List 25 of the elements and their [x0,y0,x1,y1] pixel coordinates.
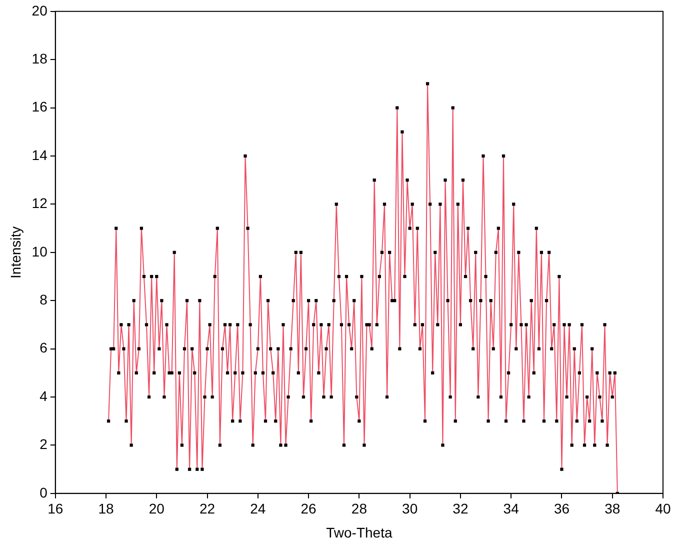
y-tick-label: 16 [32,98,48,115]
x-tick-label: 20 [148,500,165,517]
x-tick-label: 26 [300,500,317,517]
y-axis-title: Intensity [7,226,24,278]
x-tick-label: 30 [402,500,418,517]
x-tick-label: 34 [503,500,520,517]
x-axis-title: Two-Theta [326,524,392,540]
y-tick-label: 4 [40,388,48,404]
x-tick-label: 18 [98,500,114,517]
y-tick-label: 2 [40,436,48,452]
y-tick-label: 12 [32,195,48,212]
x-tick-label: 40 [655,500,671,517]
y-tick-label: 0 [40,484,48,500]
y-tick-label: 6 [40,340,48,356]
x-tick-label: 28 [351,500,368,517]
x-tick-label: 24 [250,500,266,517]
y-tick-label: 20 [32,2,48,18]
x-tick-label: 32 [452,500,468,517]
x-tick-label: 22 [199,500,216,517]
y-tick-label: 10 [32,243,48,260]
y-tick-label: 8 [40,291,48,308]
x-tick-label: 36 [554,500,570,517]
x-tick-label: 38 [604,500,620,517]
y-tick-label: 18 [32,50,48,66]
y-tick-label: 14 [32,146,48,163]
